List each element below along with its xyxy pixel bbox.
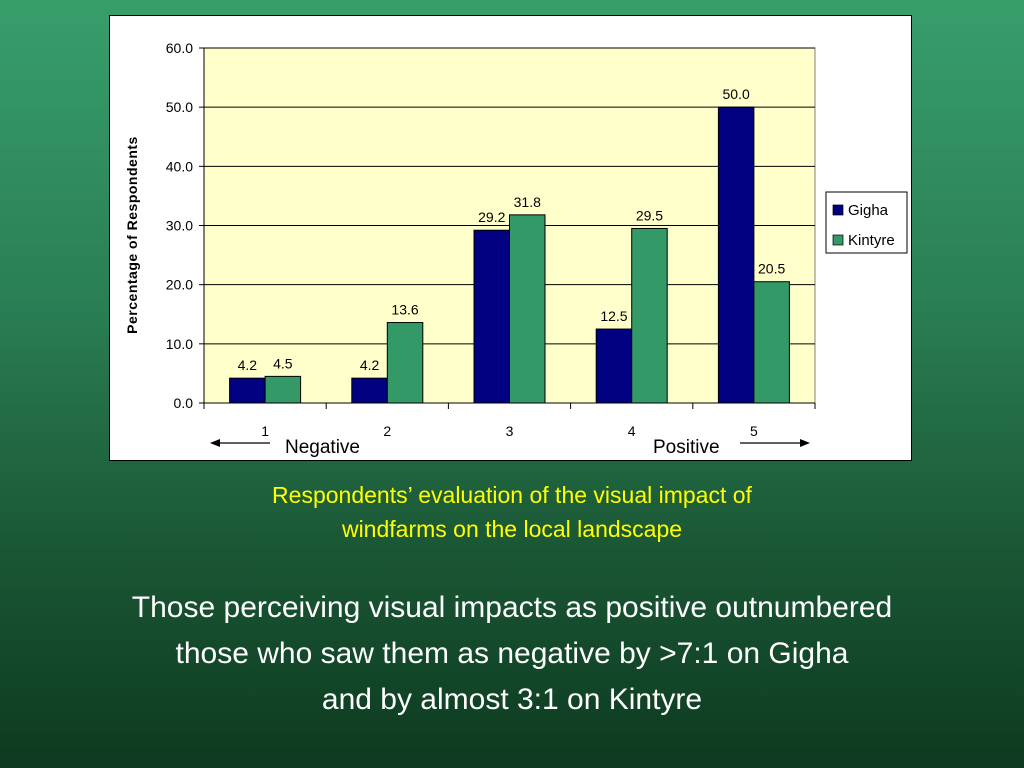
y-tick-label: 60.0 — [166, 40, 193, 56]
summary-line-3: and by almost 3:1 on Kintyre — [321, 683, 703, 716]
bar-kintyre-3 — [509, 214, 546, 404]
x-tick-label: 2 — [383, 423, 391, 439]
x-tick-label: 3 — [506, 423, 514, 439]
y-tick-label: 20.0 — [166, 277, 193, 293]
bar-kintyre-2 — [386, 322, 424, 404]
bar-kintyre-1 — [264, 375, 302, 404]
data-label-kintyre-4: 29.5 — [636, 207, 663, 223]
y-tick-label: 50.0 — [166, 99, 193, 115]
bar-gigha-4 — [595, 328, 633, 404]
data-label-kintyre-1: 4.5 — [273, 355, 293, 371]
negative-arrow-head — [210, 439, 220, 447]
x-tick-label: 4 — [628, 423, 636, 439]
caption-line-1: Respondents’ evaluation of the visual im… — [272, 482, 752, 508]
y-tick-label: 30.0 — [166, 218, 193, 234]
caption-line-2: windfarms on the local landscape — [341, 516, 683, 542]
x-tick-label: 1 — [261, 423, 269, 439]
data-label-gigha-4: 12.5 — [600, 308, 627, 324]
data-label-gigha-1: 4.2 — [238, 357, 258, 373]
direction-annotations: Negative Positive — [210, 437, 810, 458]
bar-kintyre-4 — [631, 227, 668, 404]
data-label-gigha-5: 50.0 — [723, 86, 750, 102]
legend-label-gigha: Gigha — [848, 202, 889, 219]
bar-chart: 0.0 10.0 20.0 30.0 40.0 50.0 60.0 1 4.2 4.5 2 4.2 13… — [124, 40, 908, 458]
bar-gigha-5 — [717, 106, 755, 404]
legend-swatch-gigha — [832, 204, 844, 216]
chart-caption: Respondents’ evaluation of the visual im… — [112, 478, 912, 546]
x-tick-label: 5 — [750, 423, 758, 439]
data-label-gigha-3: 29.2 — [478, 209, 505, 225]
positive-arrow-head — [800, 439, 810, 447]
legend-label-kintyre: Kintyre — [848, 232, 895, 249]
y-tick-label: 40.0 — [166, 158, 193, 174]
bar-kintyre-5 — [753, 281, 790, 404]
bar-gigha-2 — [351, 377, 388, 404]
summary-text: Those perceiving visual impacts as posit… — [12, 585, 1012, 723]
data-label-gigha-2: 4.2 — [360, 357, 380, 373]
y-tick-label: 10.0 — [166, 336, 193, 352]
bar-gigha-1 — [229, 377, 266, 404]
legend-swatch-kintyre — [832, 234, 844, 246]
bar-gigha-3 — [473, 229, 510, 404]
summary-line-1: Those perceiving visual impacts as posit… — [131, 591, 893, 624]
y-tick-label: 0.0 — [174, 395, 194, 411]
negative-label: Negative — [285, 437, 360, 458]
positive-label: Positive — [653, 437, 720, 458]
legend: Gigha Kintyre — [825, 191, 908, 254]
summary-line-2: those who saw them as negative by >7:1 o… — [175, 637, 849, 670]
chart-panel: 0.0 10.0 20.0 30.0 40.0 50.0 60.0 1 4.2 4.5 2 4.2 13… — [109, 15, 912, 461]
data-label-kintyre-5: 20.5 — [758, 261, 785, 277]
y-axis-title: Percentage of Respondents — [124, 136, 140, 334]
data-label-kintyre-2: 13.6 — [391, 302, 418, 318]
data-label-kintyre-3: 31.8 — [514, 194, 541, 210]
